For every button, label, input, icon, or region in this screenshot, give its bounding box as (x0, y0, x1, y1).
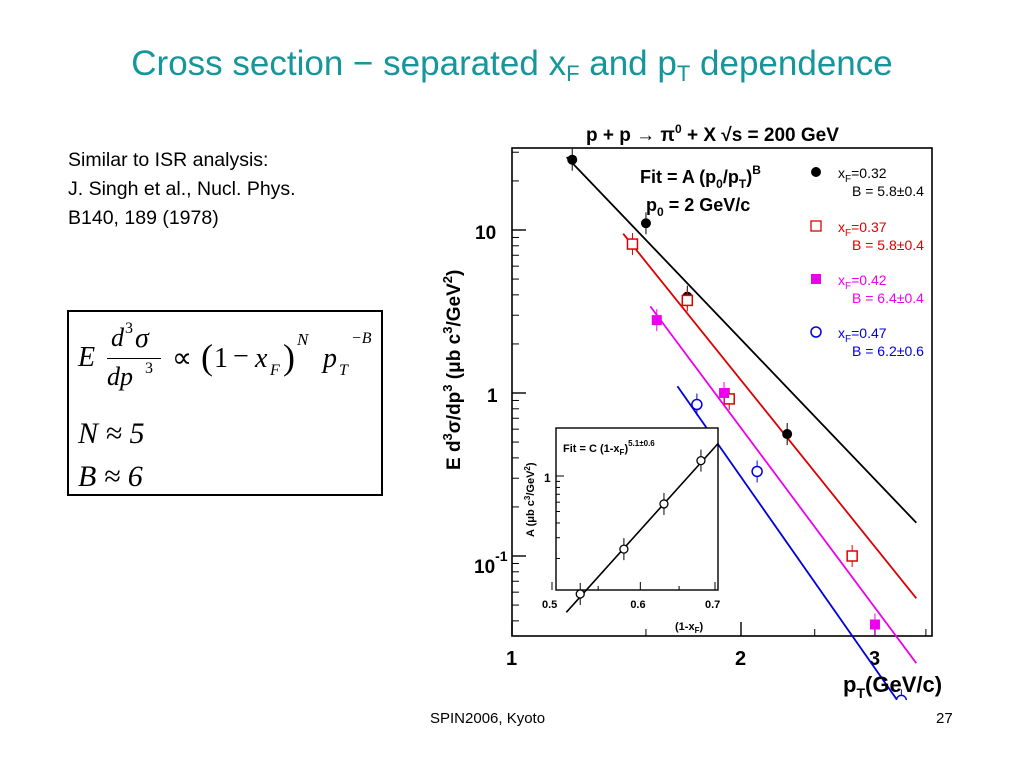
fit-line-xF=0.42 (649, 305, 918, 664)
proportional-symbol: ∝ (172, 343, 193, 374)
formula-B-value: B ≈ 6 (78, 460, 143, 493)
inset-x-tick-label: 0.7 (705, 599, 720, 611)
plot-title: p + p → π0 + X √s = 200 GeV (586, 122, 839, 146)
fraction-bar (107, 358, 161, 359)
inset-data-point (659, 499, 669, 509)
legend-series-name: xF=0.47 (838, 325, 887, 345)
x-tick-label: 3 (869, 648, 880, 670)
data-point-xF=0.47 (895, 694, 908, 700)
inset-fit-formula: Fit = C (1-xF)5.1±0.6 (563, 439, 655, 457)
slide-number: 27 (936, 710, 953, 727)
fit-formula: Fit = A (p0/pT)B (640, 163, 761, 191)
inset-x-tick-label: 0.6 (630, 599, 645, 611)
legend-B-value: B = 6.4±0.4 (852, 290, 924, 306)
legend-marker (810, 326, 822, 338)
data-point-xF=0.42 (869, 619, 880, 630)
data-point-xF=0.37 (626, 238, 639, 250)
reference-text: Similar to ISR analysis: J. Singh et al.… (68, 146, 296, 233)
inset-data-point (696, 455, 706, 466)
inset-plot-frame (555, 427, 719, 591)
legend-B-value: B = 5.8±0.4 (852, 183, 924, 199)
data-point-xF=0.37 (681, 294, 694, 307)
inset-fit-line (565, 442, 720, 613)
formula-E: E (78, 342, 96, 373)
formula-d: d (111, 323, 124, 352)
legend-series-name: xF=0.37 (838, 219, 887, 239)
x-axis-label: pT(GeV/c) (843, 672, 942, 700)
inset-y-axis-label: A (μb c3/GeV2) (523, 462, 537, 537)
data-point-xF=0.32 (640, 218, 651, 229)
legend-marker (811, 274, 821, 284)
formula-box: E d 3 σ dp 3 ∝ ( 1 − x F ) N p T −B N ≈ … (67, 310, 383, 496)
legend-B-value: B = 6.2±0.6 (852, 343, 924, 359)
data-point-xF=0.47 (751, 465, 763, 478)
reference-line: J. Singh et al., Nucl. Phys. (68, 178, 296, 200)
inset-y-tick-label: 1 (544, 471, 551, 485)
legend-series-name: xF=0.42 (838, 272, 887, 292)
main-plot-frame (511, 147, 933, 637)
fit-line-xF=0.37 (622, 233, 918, 599)
x-tick-label: 1 (506, 648, 517, 670)
inset-x-tick-label: 0.5 (542, 599, 557, 611)
fit-line-xF=0.32 (566, 156, 917, 524)
y-tick-label: 10-1 (474, 548, 508, 578)
formula-N-value: N ≈ 5 (78, 417, 145, 450)
data-point-xF=0.32 (782, 429, 793, 440)
inset-data-point (619, 544, 629, 554)
formula-dp: dp (107, 362, 133, 391)
footer-event: SPIN2006, Kyoto (430, 710, 546, 727)
data-point-xF=0.47 (691, 398, 703, 411)
y-tick-label: 1 (487, 386, 498, 407)
inset-data-point (575, 589, 585, 599)
legend-series-name: xF=0.32 (838, 165, 887, 185)
legend-marker (810, 220, 822, 232)
data-point-xF=0.32 (567, 154, 578, 165)
data-point-xF=0.42 (651, 315, 662, 326)
data-points (567, 148, 908, 700)
y-axis-label: E d3σ/dp3 (μb c3/GeV2) (440, 270, 465, 470)
inset-x-axis-label: (1-xF) (675, 621, 703, 635)
data-point-xF=0.42 (719, 388, 730, 398)
reference-line: Similar to ISR analysis: (68, 149, 269, 171)
formula-sigma: σ (135, 323, 149, 354)
inset-plot: 0.5 0.6 0.7 1 Fit = C (1-xF)5.1±0.6 (1-xF) A (… (523, 439, 720, 635)
y-tick-label: 10 (475, 223, 496, 244)
slide-title: Cross section − separated xF and pT depe… (131, 44, 893, 86)
legend-B-value: B = 5.8±0.4 (852, 237, 924, 253)
legend: xF=0.32B = 5.8±0.4xF=0.37B = 5.8±0.4xF=0… (810, 165, 924, 359)
fit-p0: p0 = 2 GeV/c (646, 195, 750, 219)
reference-line: B140, 189 (1978) (68, 207, 219, 229)
legend-marker (811, 167, 821, 177)
data-point-xF=0.37 (846, 550, 858, 562)
x-tick-label: 2 (735, 648, 746, 670)
